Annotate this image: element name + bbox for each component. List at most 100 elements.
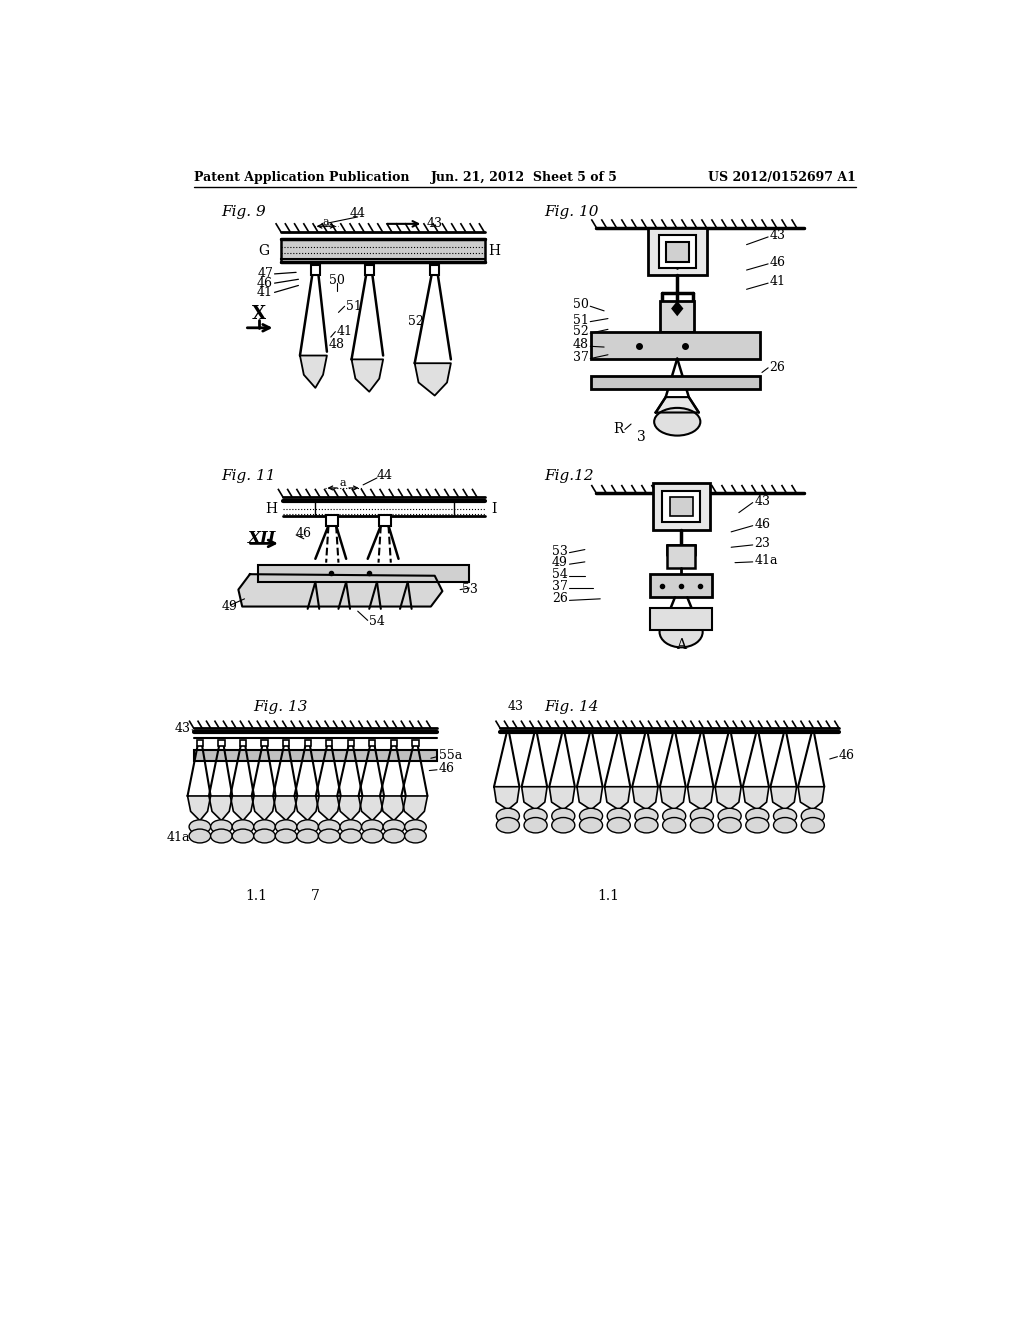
Bar bbox=[370, 739, 376, 746]
Text: I: I bbox=[490, 502, 497, 516]
Ellipse shape bbox=[580, 808, 602, 824]
Text: 43: 43 bbox=[770, 228, 785, 242]
Text: 43: 43 bbox=[507, 700, 523, 713]
Text: Fig. 14: Fig. 14 bbox=[544, 700, 599, 714]
Ellipse shape bbox=[524, 808, 547, 824]
Bar bbox=[591, 331, 761, 359]
Text: 48: 48 bbox=[329, 338, 345, 351]
Text: a: a bbox=[323, 216, 329, 227]
Text: X: X bbox=[252, 305, 266, 323]
Bar bbox=[304, 739, 310, 746]
Bar bbox=[650, 609, 712, 630]
Polygon shape bbox=[358, 796, 384, 821]
Polygon shape bbox=[742, 787, 769, 810]
Polygon shape bbox=[494, 787, 519, 810]
Bar bbox=[261, 739, 267, 746]
Ellipse shape bbox=[497, 808, 519, 824]
Ellipse shape bbox=[690, 817, 714, 833]
Text: Fig. 11: Fig. 11 bbox=[221, 469, 275, 483]
Text: 1.1: 1.1 bbox=[245, 890, 267, 903]
Text: H: H bbox=[265, 502, 276, 516]
Text: 43: 43 bbox=[427, 218, 443, 231]
Ellipse shape bbox=[607, 808, 631, 824]
Ellipse shape bbox=[232, 820, 254, 834]
Text: 52: 52 bbox=[573, 325, 589, 338]
Polygon shape bbox=[187, 796, 211, 821]
Polygon shape bbox=[655, 397, 698, 412]
Polygon shape bbox=[300, 355, 327, 388]
Text: R: R bbox=[613, 422, 624, 437]
Text: 41: 41 bbox=[337, 325, 353, 338]
Polygon shape bbox=[315, 796, 341, 821]
Bar bbox=[591, 376, 761, 389]
Text: G: G bbox=[258, 244, 269, 257]
Text: US 2012/0152697 A1: US 2012/0152697 A1 bbox=[708, 172, 856, 185]
Text: 48: 48 bbox=[572, 338, 589, 351]
Bar bbox=[326, 515, 339, 525]
Text: 37: 37 bbox=[572, 351, 589, 363]
Bar bbox=[283, 739, 289, 746]
Polygon shape bbox=[351, 359, 383, 392]
Bar bbox=[391, 739, 397, 746]
Ellipse shape bbox=[745, 808, 769, 824]
Bar bbox=[315, 502, 454, 516]
Text: 43: 43 bbox=[175, 722, 190, 735]
Text: A: A bbox=[676, 638, 686, 652]
Ellipse shape bbox=[340, 820, 361, 834]
Ellipse shape bbox=[497, 817, 519, 833]
Ellipse shape bbox=[404, 820, 426, 834]
Polygon shape bbox=[273, 796, 297, 821]
Text: 46: 46 bbox=[438, 762, 455, 775]
Text: 55a: 55a bbox=[438, 748, 462, 762]
Ellipse shape bbox=[275, 829, 297, 843]
Text: 53: 53 bbox=[552, 545, 568, 557]
Ellipse shape bbox=[745, 817, 769, 833]
Bar bbox=[652, 483, 710, 529]
Ellipse shape bbox=[404, 829, 426, 843]
Text: 46: 46 bbox=[839, 748, 855, 762]
Ellipse shape bbox=[318, 829, 340, 843]
Polygon shape bbox=[549, 787, 574, 810]
Bar bbox=[660, 301, 694, 331]
Ellipse shape bbox=[663, 808, 686, 824]
Ellipse shape bbox=[275, 820, 297, 834]
Ellipse shape bbox=[801, 808, 824, 824]
Polygon shape bbox=[252, 796, 275, 821]
Text: Fig. 9: Fig. 9 bbox=[221, 206, 266, 219]
Text: 37: 37 bbox=[552, 579, 568, 593]
Ellipse shape bbox=[211, 820, 232, 834]
Text: Jun. 21, 2012  Sheet 5 of 5: Jun. 21, 2012 Sheet 5 of 5 bbox=[431, 172, 618, 185]
Ellipse shape bbox=[663, 817, 686, 833]
Text: 3: 3 bbox=[637, 430, 646, 444]
Ellipse shape bbox=[189, 820, 211, 834]
Polygon shape bbox=[521, 787, 547, 810]
Bar bbox=[197, 739, 203, 746]
Ellipse shape bbox=[297, 820, 318, 834]
Bar bbox=[662, 491, 700, 521]
Ellipse shape bbox=[659, 616, 702, 647]
Bar bbox=[258, 565, 469, 582]
Ellipse shape bbox=[383, 829, 404, 843]
Ellipse shape bbox=[552, 808, 574, 824]
Text: Fig.12: Fig.12 bbox=[544, 469, 594, 483]
Bar bbox=[658, 235, 695, 268]
Text: 23: 23 bbox=[755, 537, 770, 550]
Text: 54: 54 bbox=[552, 568, 568, 581]
Bar bbox=[194, 750, 437, 760]
Ellipse shape bbox=[607, 817, 631, 833]
Text: 26: 26 bbox=[552, 593, 568, 606]
Text: 46: 46 bbox=[296, 527, 312, 540]
Text: 44: 44 bbox=[377, 469, 393, 482]
Bar bbox=[413, 739, 419, 746]
Ellipse shape bbox=[635, 808, 658, 824]
Polygon shape bbox=[415, 363, 451, 396]
Ellipse shape bbox=[318, 820, 340, 834]
Bar bbox=[310, 264, 319, 275]
Bar bbox=[365, 264, 374, 275]
Text: Fig. 10: Fig. 10 bbox=[544, 206, 599, 219]
Polygon shape bbox=[401, 796, 427, 821]
Polygon shape bbox=[380, 796, 406, 821]
Text: H: H bbox=[488, 244, 501, 257]
Polygon shape bbox=[230, 796, 254, 821]
Bar bbox=[326, 739, 333, 746]
